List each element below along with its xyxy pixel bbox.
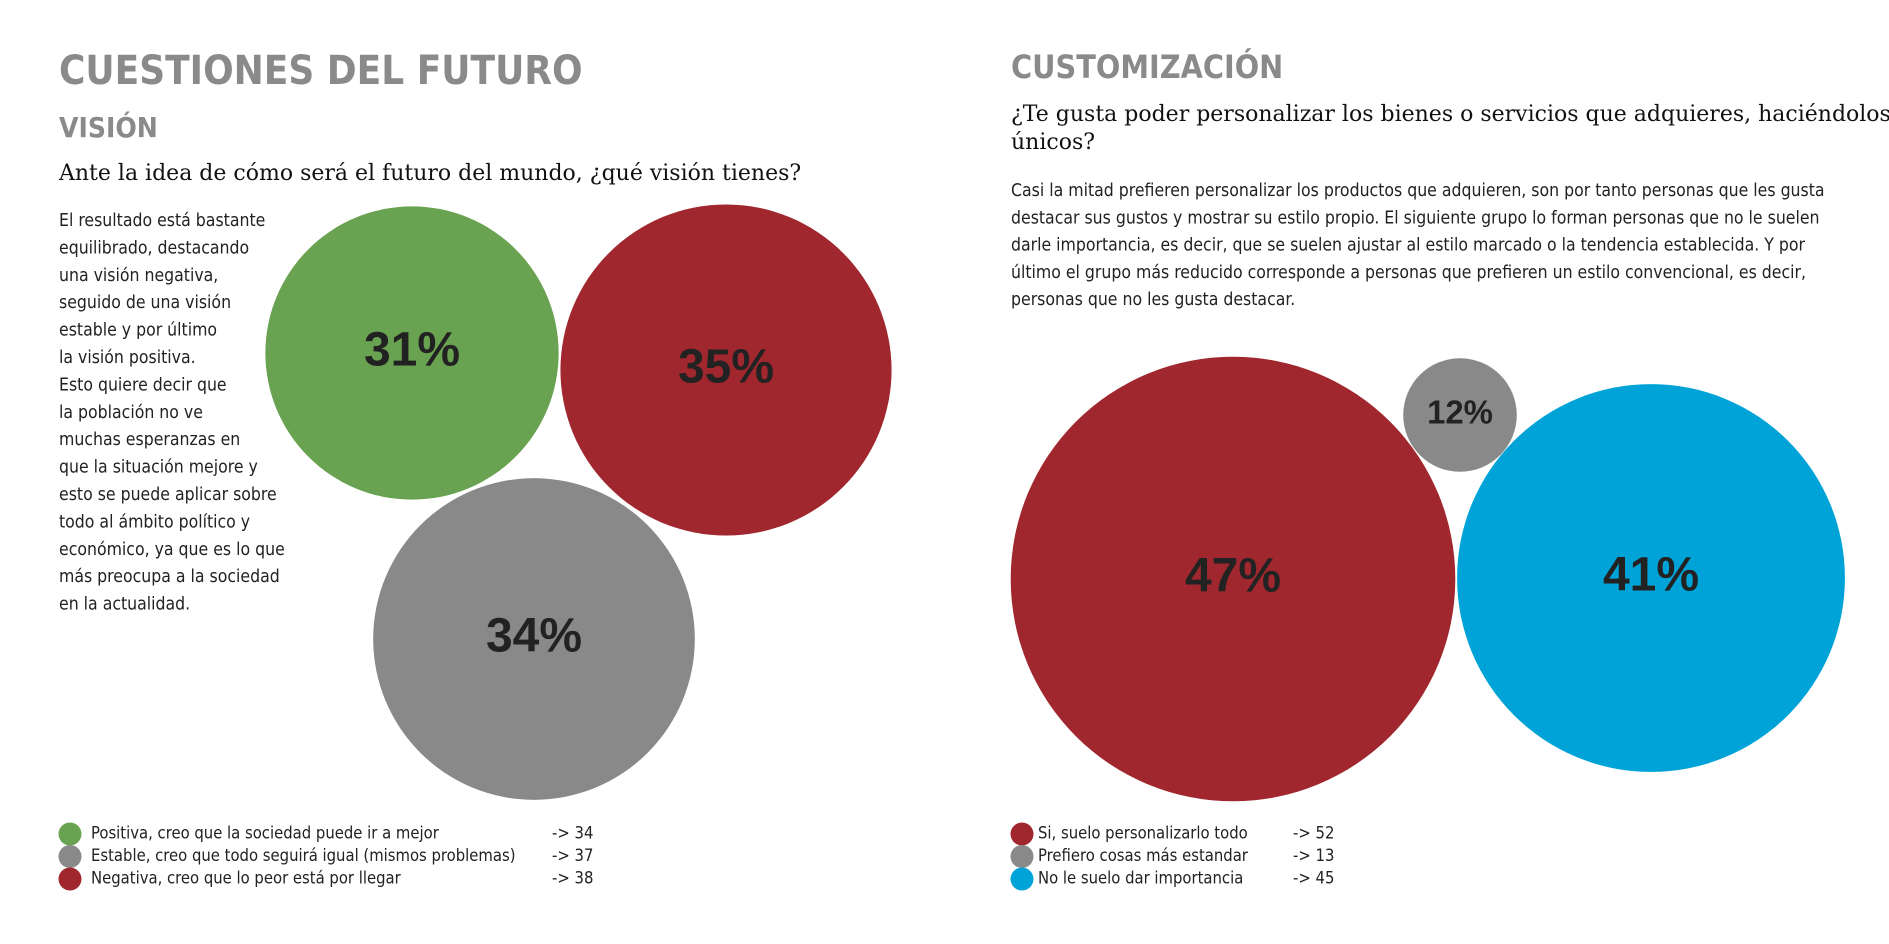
legend-swatch	[1010, 822, 1034, 846]
legend-value: -> 52	[1293, 824, 1334, 843]
legend-label: Prefiero cosas más estandar	[1038, 846, 1249, 865]
question: ¿Te gusta poder personalizar los bienes …	[1011, 102, 1889, 127]
legend-swatch	[58, 845, 82, 868]
description-line: equilibrado, destacando	[59, 238, 249, 258]
description-line: más preocupa a la sociedad	[59, 567, 280, 587]
description-line: Casi la mitad prefieren personalizar los…	[1011, 181, 1825, 201]
question: Ante la idea de cómo será el futuro del …	[58, 161, 801, 186]
description-line: El resultado está bastante	[59, 211, 265, 231]
section-title: CUSTOMIZACIÓN	[1011, 47, 1283, 86]
legend-label: Positiva, creo que la sociedad puede ir …	[91, 824, 440, 843]
legend-swatch	[58, 822, 82, 846]
bubble	[265, 206, 559, 500]
bubble	[1457, 384, 1845, 772]
bubble-label: 41%	[1603, 549, 1699, 602]
description-line: esto se puede aplicar sobre	[59, 485, 277, 505]
legend-label: No le suelo dar importancia	[1038, 869, 1243, 888]
bubble-label: 34%	[486, 610, 582, 663]
bubble	[373, 478, 695, 800]
description-line: último el grupo más reducido corresponde…	[1011, 263, 1806, 283]
description-line: la población no ve	[59, 403, 203, 423]
legend-value: -> 13	[1293, 846, 1334, 865]
bubble-label: 35%	[678, 341, 774, 394]
bubble	[1010, 356, 1456, 802]
section-subtitle: VISIÓN	[59, 110, 158, 144]
legend-value: -> 37	[552, 846, 593, 865]
bubble	[560, 204, 892, 536]
description-line: seguido de una visión	[59, 293, 231, 313]
bubble-label: 47%	[1185, 550, 1281, 603]
legend-value: -> 34	[552, 824, 593, 843]
bubble	[1403, 358, 1517, 472]
legend-swatch	[1010, 845, 1034, 868]
bubble-label: 12%	[1427, 394, 1493, 431]
description-line: muchas esperanzas en	[59, 430, 240, 450]
description-line: la visión positiva.	[59, 348, 196, 368]
legend-swatch	[58, 867, 82, 891]
description-line: personas que no les gusta destacar.	[1011, 290, 1295, 310]
description-line: una visión negativa,	[59, 266, 218, 286]
legend-label: Si, suelo personalizarlo todo	[1038, 824, 1248, 843]
description-line: darle importancia, es decir, que se suel…	[1011, 236, 1805, 256]
section-title: CUESTIONES DEL FUTURO	[59, 48, 583, 94]
description-line: en la actualidad.	[59, 595, 190, 615]
legend-value: -> 38	[552, 869, 593, 888]
legend-swatch	[1010, 867, 1034, 891]
bubble-label: 31%	[364, 324, 460, 377]
description-line: que la situación mejore y	[59, 458, 258, 478]
description-line: destacar sus gustos y mostrar su estilo …	[1011, 208, 1820, 228]
legend-value: -> 45	[1293, 869, 1334, 888]
description-line: todo al ámbito político y	[59, 512, 250, 532]
description-line: Esto quiere decir que	[59, 375, 227, 395]
description-line: económico, ya que es lo que	[59, 540, 285, 560]
question: únicos?	[1011, 130, 1095, 155]
description-line: estable y por último	[59, 321, 217, 341]
legend-label: Negativa, creo que lo peor está por lleg…	[91, 869, 402, 888]
legend-label: Estable, creo que todo seguirá igual (mi…	[91, 846, 516, 865]
